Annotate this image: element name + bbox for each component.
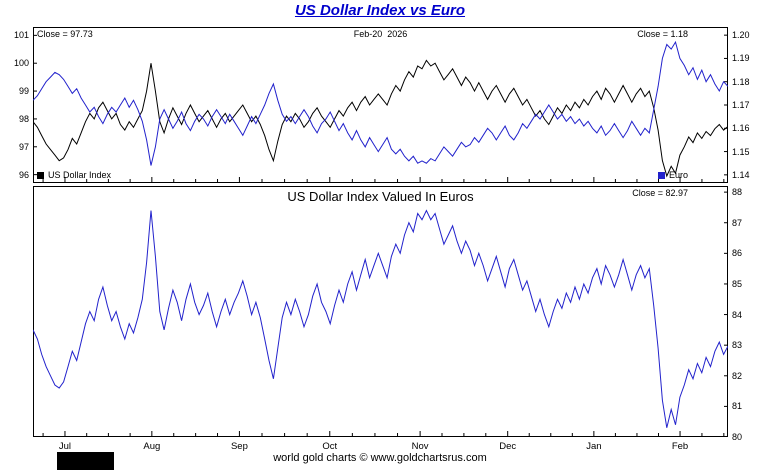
y-axis-tick-label: 99 [18, 86, 29, 97]
x-axis-month-label: Nov [411, 441, 429, 452]
x-axis-month-label: Sep [230, 441, 248, 452]
y-axis-tick-label: 1.18 [732, 76, 750, 87]
y-axis-tick-label: 87 [732, 217, 743, 228]
x-axis-month-label: Aug [143, 441, 161, 452]
top-chart-plot-area [32, 27, 729, 183]
y-axis-tick-label: 1.15 [732, 146, 750, 157]
line-us-dollar-index [32, 59, 729, 178]
euro-legend-label: Euro [668, 170, 688, 180]
usd-close-annotation: Close = 97.73 [37, 29, 93, 39]
ratio-close-annotation: Close = 82.97 [632, 188, 688, 198]
y-axis-tick-label: 85 [732, 278, 743, 289]
legend-euro: Euro [657, 170, 688, 180]
date-annotation: Feb-20 2026 [353, 29, 408, 39]
x-axis-month-label: Oct [322, 441, 338, 452]
y-axis-tick-label: 98 [18, 113, 29, 124]
y-axis-tick-label: 82 [732, 370, 743, 381]
footer-watermark: world gold charts © www.goldchartsrus.co… [273, 452, 487, 464]
y-axis-tick-label: 1.17 [732, 100, 750, 110]
y-axis-tick-label: 81 [732, 401, 743, 412]
y-axis-tick-label: 86 [732, 248, 743, 259]
y-axis-tick-label: 84 [732, 309, 743, 320]
page-title: US Dollar Index vs Euro [294, 2, 466, 19]
x-axis-month-label: Jul [58, 441, 72, 452]
y-axis-tick-label: 1.19 [732, 53, 750, 64]
bottom-left-logo-box [57, 452, 114, 470]
x-axis-month-label: Dec [499, 441, 517, 452]
y-axis-tick-label: 101 [13, 30, 29, 41]
y-axis-tick-label: 96 [18, 169, 29, 180]
usd-legend-swatch-icon [37, 171, 44, 179]
y-axis-tick-label: 83 [732, 340, 743, 351]
y-axis-tick-label: 1.16 [732, 123, 750, 134]
y-axis-tick-label: 97 [18, 141, 29, 152]
line-euro [32, 40, 729, 166]
euro-close-annotation: Close = 1.18 [637, 29, 688, 39]
y-axis-tick-label: 1.14 [732, 169, 750, 180]
y-axis-tick-label: 88 [732, 187, 743, 198]
y-axis-tick-label: 80 [732, 432, 743, 442]
euro-legend-swatch-icon [657, 171, 665, 179]
line-us-dollar-index-valued-in-euros [32, 209, 729, 428]
y-axis-tick-label: 1.20 [732, 30, 750, 41]
bottom-chart-title: US Dollar Index Valued In Euros [287, 189, 474, 204]
x-axis-month-label: Jan [586, 441, 602, 452]
usd-legend-label: US Dollar Index [48, 170, 112, 180]
legend-us-dollar-index: US Dollar Index [37, 170, 111, 180]
y-axis-tick-label: 100 [13, 58, 29, 69]
x-axis-month-label: Feb [671, 441, 689, 452]
bottom-chart-plot-area [32, 186, 729, 438]
